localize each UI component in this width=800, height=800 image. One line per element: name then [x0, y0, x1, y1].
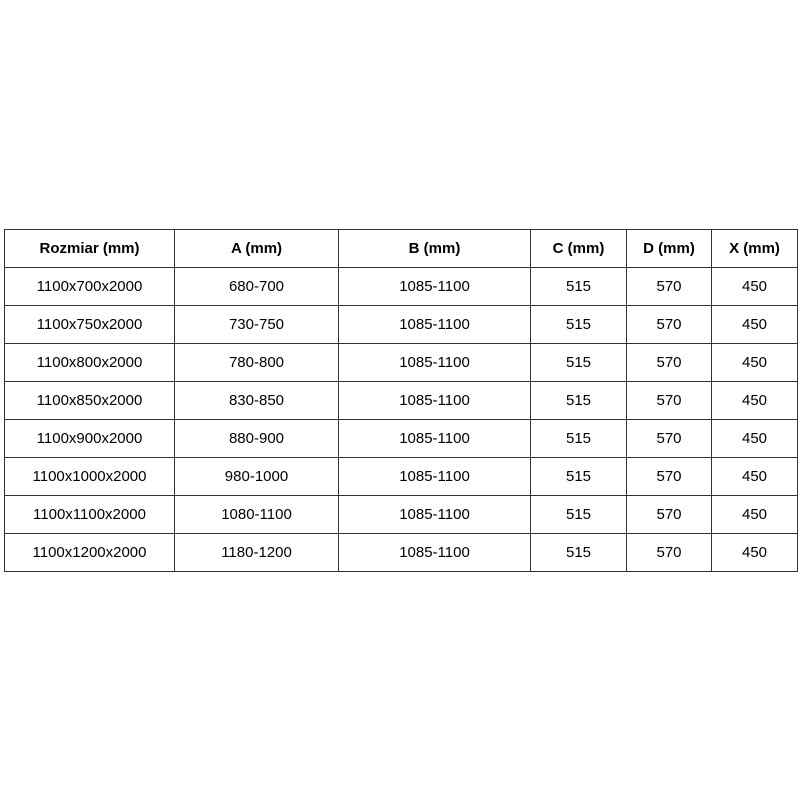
- table-cell: 515: [530, 305, 627, 344]
- table-cell: 1100x1100x2000: [4, 495, 175, 534]
- table-cell: 1080-1100: [174, 495, 339, 534]
- table-cell: 570: [626, 343, 712, 382]
- table-row: 1100x700x2000 680-700 1085-1100 515 570 450: [4, 267, 798, 306]
- table-cell: 1100x900x2000: [4, 419, 175, 458]
- table-row: 1100x1200x2000 1180-1200 1085-1100 515 570 45…: [4, 533, 798, 572]
- table-cell: 1085-1100: [338, 495, 531, 534]
- table-row: 1100x750x2000 730-750 1085-1100 515 570 450: [4, 305, 798, 344]
- table-cell: 1180-1200: [174, 533, 339, 572]
- table-cell: 1100x750x2000: [4, 305, 175, 344]
- table-cell: 980-1000: [174, 457, 339, 496]
- table-cell: 570: [626, 381, 712, 420]
- table-cell: 1085-1100: [338, 305, 531, 344]
- table-cell: 730-750: [174, 305, 339, 344]
- table-cell: 515: [530, 457, 627, 496]
- table-cell: 450: [711, 381, 798, 420]
- table-cell: 570: [626, 305, 712, 344]
- table-cell: 515: [530, 267, 627, 306]
- table-cell: 880-900: [174, 419, 339, 458]
- table-cell: 450: [711, 533, 798, 572]
- column-header: D (mm): [626, 229, 712, 268]
- table-cell: 570: [626, 267, 712, 306]
- column-header: Rozmiar (mm): [4, 229, 175, 268]
- table-cell: 515: [530, 419, 627, 458]
- table-cell: 450: [711, 457, 798, 496]
- table-cell: 450: [711, 343, 798, 382]
- table-cell: 1085-1100: [338, 381, 531, 420]
- table-cell: 515: [530, 381, 627, 420]
- table-row: 1100x800x2000 780-800 1085-1100 515 570 450: [4, 343, 798, 382]
- table-row: 1100x1100x2000 1080-1100 1085-1100 515 570 45…: [4, 495, 798, 534]
- table-cell: 830-850: [174, 381, 339, 420]
- table-cell: 1100x800x2000: [4, 343, 175, 382]
- table-cell: 570: [626, 495, 712, 534]
- table-cell: 450: [711, 267, 798, 306]
- table-cell: 515: [530, 343, 627, 382]
- header-row: Rozmiar (mm) A (mm) B (mm) C (mm) D (mm) X (m…: [4, 229, 798, 268]
- table-cell: 515: [530, 495, 627, 534]
- table-cell: 1100x850x2000: [4, 381, 175, 420]
- table-row: 1100x1000x2000 980-1000 1085-1100 515 570 450: [4, 457, 798, 496]
- table-cell: 450: [711, 305, 798, 344]
- table-cell: 680-700: [174, 267, 339, 306]
- table-cell: 1085-1100: [338, 419, 531, 458]
- column-header: A (mm): [174, 229, 339, 268]
- table-cell: 450: [711, 495, 798, 534]
- table-cell: 570: [626, 419, 712, 458]
- table-row: 1100x900x2000 880-900 1085-1100 515 570 450: [4, 419, 798, 458]
- table-row: 1100x850x2000 830-850 1085-1100 515 570 450: [4, 381, 798, 420]
- dimensions-table: Rozmiar (mm) A (mm) B (mm) C (mm) D (mm) X (m…: [4, 229, 798, 572]
- column-header: C (mm): [530, 229, 627, 268]
- table-cell: 1085-1100: [338, 267, 531, 306]
- column-header: X (mm): [711, 229, 798, 268]
- table-cell: 1100x700x2000: [4, 267, 175, 306]
- table-cell: 1085-1100: [338, 533, 531, 572]
- table-cell: 1085-1100: [338, 457, 531, 496]
- table-cell: 780-800: [174, 343, 339, 382]
- table-cell: 1085-1100: [338, 343, 531, 382]
- table-cell: 1100x1200x2000: [4, 533, 175, 572]
- table-cell: 570: [626, 457, 712, 496]
- column-header: B (mm): [338, 229, 531, 268]
- table-cell: 570: [626, 533, 712, 572]
- table-cell: 450: [711, 419, 798, 458]
- table-cell: 515: [530, 533, 627, 572]
- table-cell: 1100x1000x2000: [4, 457, 175, 496]
